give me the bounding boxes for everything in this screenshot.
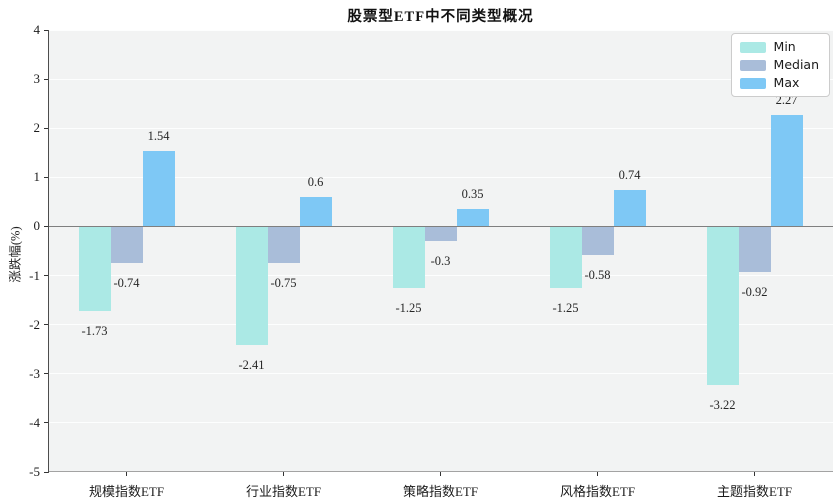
legend: Min Median Max bbox=[730, 33, 830, 97]
y-tick-mark bbox=[44, 127, 48, 129]
y-tick-label: -3 bbox=[29, 365, 40, 381]
bar-median-3 bbox=[424, 227, 457, 242]
y-tick-label: -1 bbox=[29, 267, 40, 283]
x-tick-mark bbox=[440, 472, 441, 476]
y-tick-label: 2 bbox=[33, 120, 41, 136]
legend-item-max: Max bbox=[739, 75, 819, 90]
bar-median-5 bbox=[738, 227, 771, 272]
gridline-y-3 bbox=[48, 373, 833, 375]
bar-min-3 bbox=[392, 227, 425, 288]
y-tick-label: -2 bbox=[29, 316, 40, 332]
legend-swatch-min bbox=[739, 41, 766, 53]
gridline-y-1 bbox=[48, 275, 833, 277]
x-tick-label: 策略指数ETF bbox=[402, 484, 479, 499]
gridline-y-4 bbox=[48, 422, 833, 424]
value-label-max-2: 0.6 bbox=[307, 174, 324, 189]
gridline-y3 bbox=[48, 78, 833, 80]
x-tick-mark bbox=[126, 472, 127, 476]
plot-area: Min Median Max 4 3 2 1 0 -1 -2 -3 -4 -5 规模指数ETF -1.… bbox=[29, 23, 833, 499]
bar-median-2 bbox=[267, 227, 300, 264]
x-tick-mark bbox=[597, 472, 598, 476]
value-label-min-5: -3.22 bbox=[709, 397, 736, 412]
x-tick-label: 主题指数ETF bbox=[716, 484, 793, 499]
y-tick-mark bbox=[44, 471, 48, 473]
legend-label-max: Max bbox=[773, 75, 800, 90]
legend-swatch-median bbox=[739, 59, 766, 71]
y-tick-mark bbox=[44, 176, 48, 178]
value-label-median-2: -0.75 bbox=[270, 276, 297, 291]
y-tick-mark bbox=[44, 225, 48, 227]
value-label-max-4: 0.74 bbox=[618, 168, 641, 183]
legend-label-min: Min bbox=[773, 39, 796, 54]
value-label-median-5: -0.92 bbox=[741, 284, 768, 299]
bar-min-5 bbox=[706, 227, 739, 385]
bar-max-5 bbox=[770, 114, 803, 227]
y-tick-mark bbox=[44, 422, 48, 424]
y-tick-label: 0 bbox=[33, 218, 41, 234]
y-tick-label: -4 bbox=[29, 414, 40, 430]
value-label-max-1: 1.54 bbox=[147, 128, 170, 143]
legend-label-median: Median bbox=[773, 57, 819, 72]
x-tick-mark bbox=[754, 472, 755, 476]
bar-max-2 bbox=[299, 196, 332, 227]
gridline-y1 bbox=[48, 176, 833, 178]
value-label-median-1: -0.74 bbox=[113, 275, 140, 290]
legend-swatch-max bbox=[739, 77, 766, 89]
y-tick-mark bbox=[44, 78, 48, 80]
bar-min-4 bbox=[549, 227, 582, 288]
bar-max-1 bbox=[142, 150, 175, 227]
gridline-y2 bbox=[48, 127, 833, 129]
value-label-max-3: 0.35 bbox=[461, 187, 484, 202]
bar-max-3 bbox=[456, 209, 489, 227]
y-tick-mark bbox=[44, 373, 48, 375]
legend-item-median: Median bbox=[739, 57, 819, 72]
y-tick-mark bbox=[44, 29, 48, 31]
value-label-median-4: -0.58 bbox=[584, 267, 611, 282]
value-label-min-4: -1.25 bbox=[552, 300, 579, 315]
y-tick-mark bbox=[44, 324, 48, 326]
y-tick-label: 4 bbox=[33, 22, 41, 37]
bar-min-1 bbox=[78, 227, 111, 312]
x-axis-spine bbox=[48, 471, 833, 472]
y-tick-mark bbox=[44, 275, 48, 277]
bar-min-2 bbox=[235, 227, 268, 345]
chart-title: 股票型ETF中不同类型概况 bbox=[347, 9, 534, 25]
x-tick-label: 风格指数ETF bbox=[559, 484, 636, 499]
y-tick-label: -5 bbox=[29, 464, 40, 479]
bar-max-4 bbox=[613, 190, 646, 227]
gridline-y4 bbox=[48, 29, 833, 31]
y-axis-spine bbox=[48, 30, 49, 473]
value-label-median-3: -0.3 bbox=[430, 254, 451, 269]
y-tick-label: 1 bbox=[33, 169, 41, 185]
value-label-min-3: -1.25 bbox=[395, 300, 422, 315]
x-tick-mark bbox=[283, 472, 284, 476]
zero-line bbox=[48, 225, 833, 227]
x-tick-label: 行业指数ETF bbox=[245, 484, 322, 499]
value-label-min-1: -1.73 bbox=[81, 324, 108, 339]
bar-median-4 bbox=[581, 227, 614, 255]
value-label-min-2: -2.41 bbox=[238, 357, 265, 372]
legend-item-min: Min bbox=[739, 39, 819, 54]
gridline-y-2 bbox=[48, 324, 833, 326]
bar-median-1 bbox=[110, 227, 143, 263]
y-tick-label: 3 bbox=[33, 71, 41, 87]
x-tick-label: 规模指数ETF bbox=[88, 484, 165, 499]
